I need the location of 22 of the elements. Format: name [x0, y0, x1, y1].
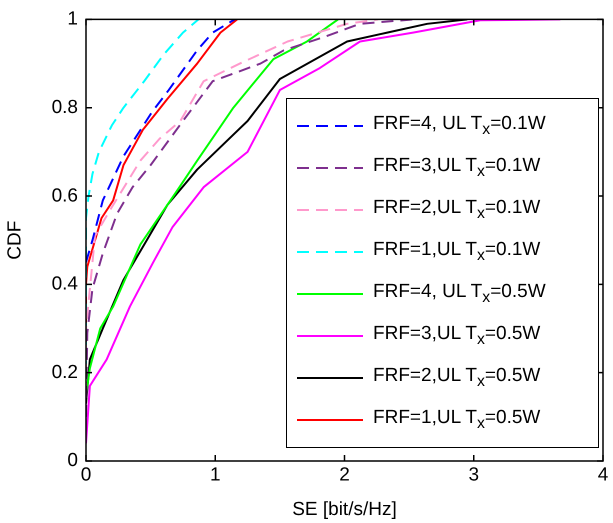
y-tick-label: 0.6 [52, 185, 78, 206]
y-tick-label: 0.2 [52, 362, 78, 383]
x-axis-title: SE [bit/s/Hz] [292, 498, 397, 520]
legend-label: FRF=3,UL T$_{x}$=0.5W [373, 323, 540, 349]
x-tick-label: 2 [339, 464, 350, 486]
legend-label: FRF=2,UL T$_{x}$=0.1W [373, 197, 540, 223]
legend-label: FRF=4, UL T$_{x}$=0.1W [373, 113, 546, 139]
legend-label: FRF=3,UL T$_{x}$=0.1W [373, 155, 540, 181]
y-tick-label: 1 [67, 8, 78, 30]
x-tick-label: 3 [468, 464, 480, 486]
y-tick-label: 0 [67, 450, 78, 472]
legend-label: FRF=2,UL T$_{x}$=0.5W [373, 365, 540, 391]
y-tick-label: 0.8 [52, 96, 78, 118]
x-tick-label: 4 [598, 464, 609, 486]
x-tick-label: 1 [210, 464, 221, 486]
legend-label: FRF=1,UL T$_{x}$=0.5W [373, 407, 540, 433]
legend-label: FRF=4, UL T$_{x}$=0.5W [373, 281, 546, 307]
y-tick-label: 0.4 [52, 274, 78, 295]
line-series [86, 19, 236, 264]
y-axis-title: CDF [4, 220, 26, 260]
x-tick-label: 0 [80, 464, 92, 486]
legend-label: FRF=1,UL T$_{x}$=0.1W [373, 239, 540, 265]
